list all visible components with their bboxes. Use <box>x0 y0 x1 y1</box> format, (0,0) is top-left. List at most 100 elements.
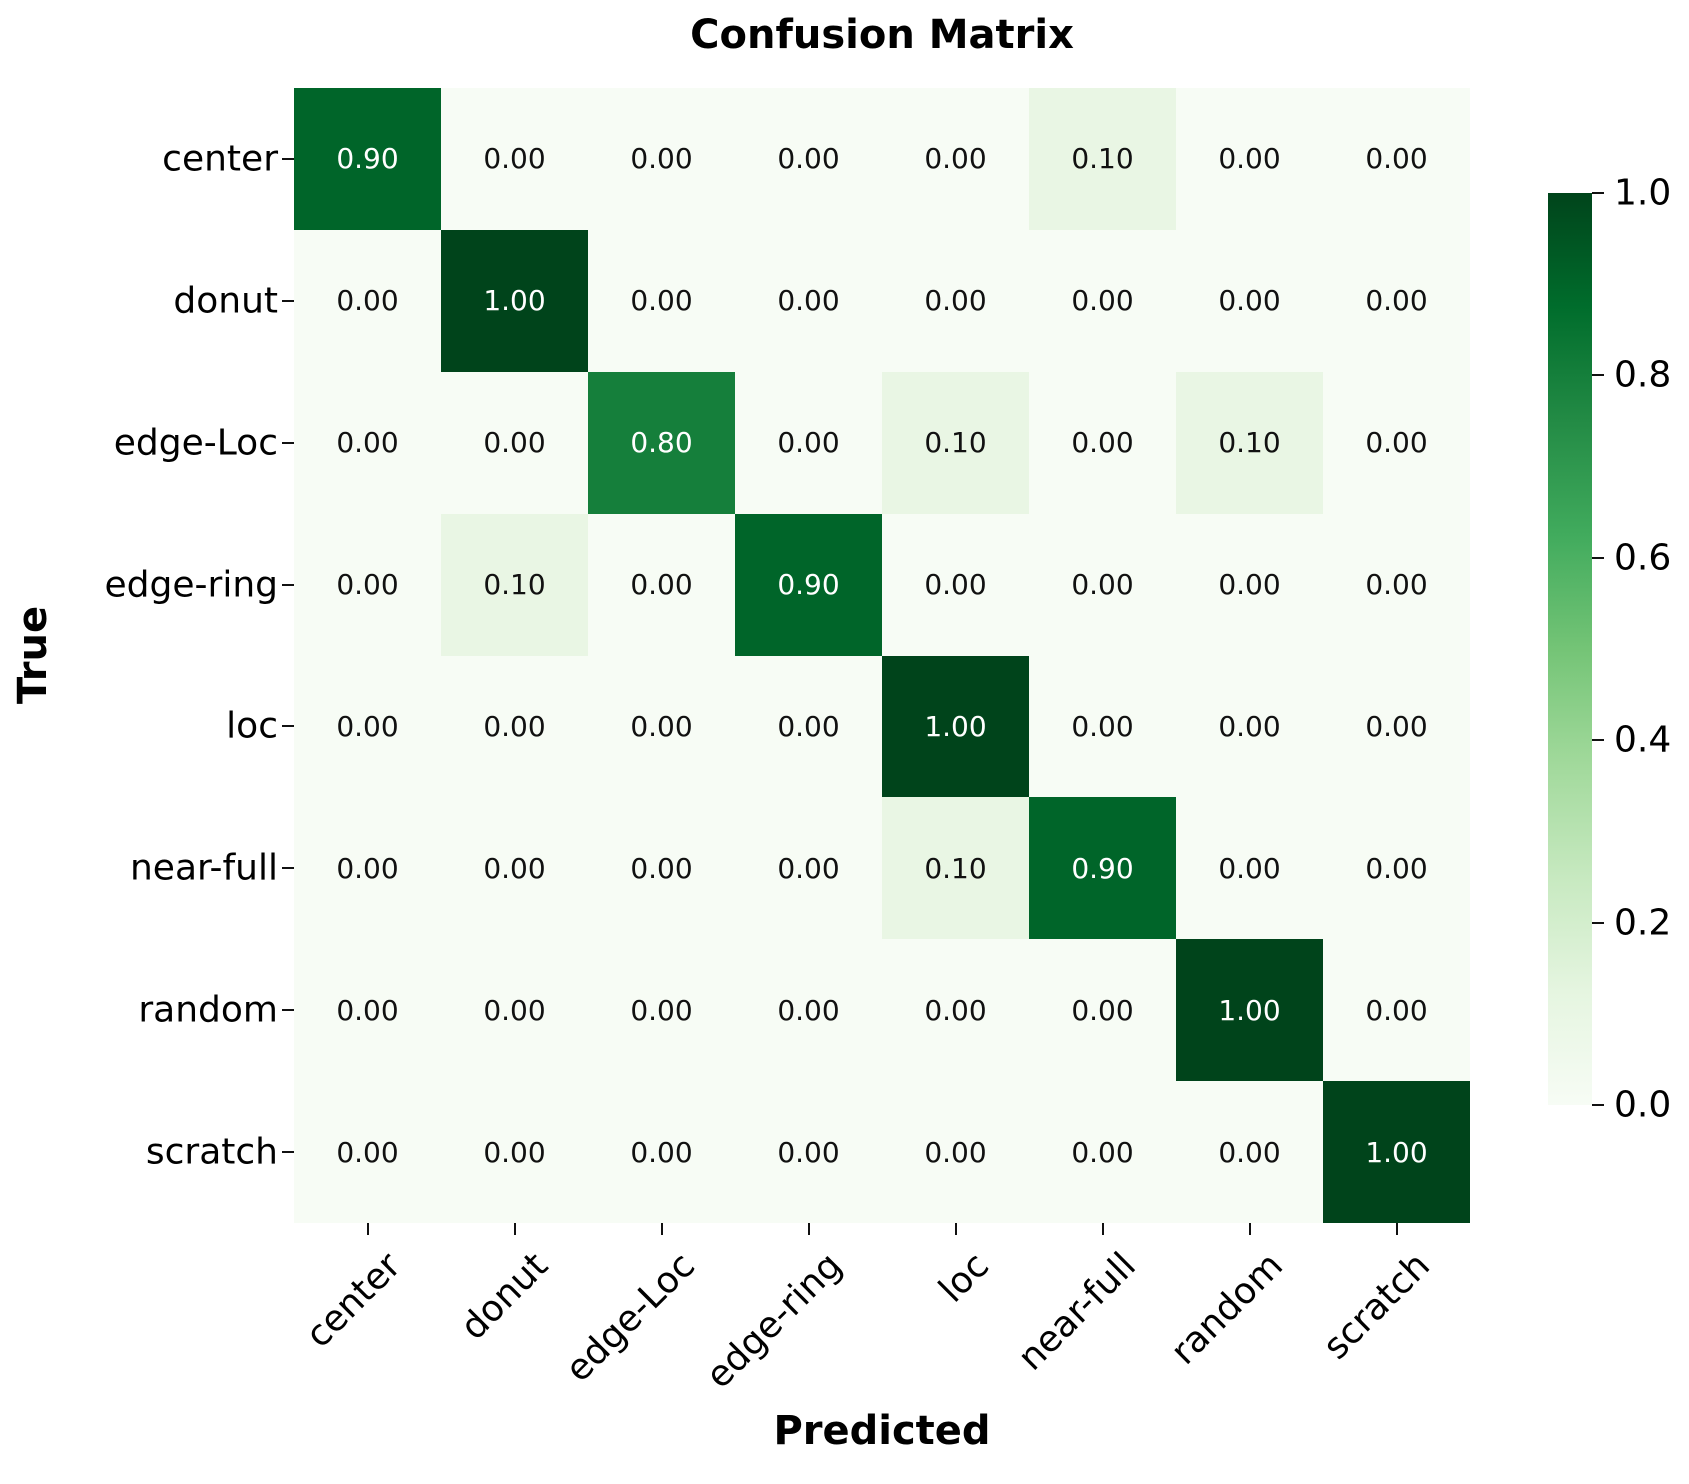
matrix-cell: 0.00 <box>1176 797 1323 940</box>
matrix-cell: 0.00 <box>1029 1081 1176 1223</box>
y-tick-mark <box>282 583 294 586</box>
matrix-cell: 0.00 <box>1323 229 1470 372</box>
y-tick-mark <box>282 1151 294 1154</box>
colorbar-tick-mark <box>1592 374 1604 377</box>
y-tick-label: random <box>138 989 278 1031</box>
matrix-cell: 0.00 <box>882 939 1029 1082</box>
matrix-cell: 0.00 <box>1029 229 1176 372</box>
matrix-cell: 0.00 <box>1323 371 1470 514</box>
y-tick-mark <box>282 299 294 302</box>
matrix-cell: 0.00 <box>588 1081 735 1223</box>
matrix-cell: 0.00 <box>588 797 735 940</box>
x-tick-mark <box>954 1223 957 1235</box>
matrix-cell: 0.00 <box>1323 655 1470 798</box>
colorbar-tick-label: 0.0 <box>1614 1084 1672 1126</box>
matrix-cell: 0.00 <box>1029 513 1176 656</box>
y-tick-label: near-full <box>129 847 278 889</box>
y-tick-label: edge-Loc <box>113 422 278 464</box>
y-tick-mark <box>282 157 294 160</box>
matrix-cell: 0.00 <box>1029 371 1176 514</box>
matrix-cell: 0.00 <box>1323 797 1470 940</box>
x-tick-label: edge-ring <box>697 1245 850 1397</box>
matrix-cell: 0.00 <box>441 939 588 1082</box>
y-tick-mark <box>282 441 294 444</box>
matrix-cell: 0.90 <box>735 513 882 656</box>
matrix-cell: 1.00 <box>882 655 1029 798</box>
colorbar-tick-mark <box>1592 921 1604 924</box>
matrix-cell: 0.00 <box>588 513 735 656</box>
x-tick-label: loc <box>930 1245 997 1311</box>
colorbar-tick-mark <box>1592 1104 1604 1106</box>
x-tick-mark <box>1248 1223 1251 1235</box>
y-tick-label: scratch <box>145 1131 278 1173</box>
matrix-cell: 0.90 <box>1029 797 1176 940</box>
matrix-cell: 0.00 <box>1323 939 1470 1082</box>
y-tick-label: loc <box>226 705 278 747</box>
x-tick-mark <box>366 1223 369 1235</box>
matrix-cell: 0.00 <box>294 655 441 798</box>
x-axis-label: Predicted <box>773 1408 991 1454</box>
matrix-cell: 0.00 <box>441 1081 588 1223</box>
y-tick-label: donut <box>173 280 278 322</box>
matrix-cell: 0.00 <box>735 1081 882 1223</box>
matrix-cell: 1.00 <box>441 229 588 372</box>
matrix-cell: 0.80 <box>588 371 735 514</box>
colorbar-tick-mark <box>1592 556 1604 559</box>
colorbar-tick-label: 0.4 <box>1614 719 1672 761</box>
matrix-cell: 0.00 <box>735 939 882 1082</box>
matrix-cell: 0.00 <box>441 88 588 230</box>
matrix-cell: 0.00 <box>1176 1081 1323 1223</box>
matrix-cell: 0.00 <box>294 371 441 514</box>
x-tick-mark <box>660 1223 663 1235</box>
y-axis-label: True <box>10 605 56 705</box>
matrix-cell: 1.00 <box>1176 939 1323 1082</box>
matrix-cell: 0.00 <box>882 88 1029 230</box>
matrix-cell: 0.00 <box>735 229 882 372</box>
matrix-cell: 0.00 <box>294 229 441 372</box>
colorbar-tick-mark <box>1592 192 1604 194</box>
matrix-cell: 0.00 <box>882 1081 1029 1223</box>
matrix-cell: 0.00 <box>735 88 882 230</box>
y-tick-mark <box>282 1009 294 1012</box>
y-tick-label: center <box>162 138 278 180</box>
x-tick-label: edge-Loc <box>557 1245 703 1391</box>
matrix-cell: 0.00 <box>588 939 735 1082</box>
y-tick-mark <box>282 725 294 728</box>
matrix-cell: 0.00 <box>735 655 882 798</box>
matrix-cell: 0.00 <box>1176 88 1323 230</box>
x-tick-mark <box>513 1223 516 1235</box>
x-tick-label: donut <box>452 1245 556 1348</box>
matrix-cell: 0.00 <box>735 797 882 940</box>
matrix-cell: 0.00 <box>1176 229 1323 372</box>
matrix-cell: 0.00 <box>588 88 735 230</box>
matrix-cell: 0.00 <box>1029 939 1176 1082</box>
x-tick-label: random <box>1162 1245 1291 1373</box>
matrix-cell: 0.00 <box>441 371 588 514</box>
matrix-cell: 0.00 <box>1176 513 1323 656</box>
matrix-cell: 0.00 <box>1323 513 1470 656</box>
x-tick-label: scratch <box>1315 1245 1438 1368</box>
matrix-cell: 0.10 <box>1176 371 1323 514</box>
matrix-cell: 0.00 <box>1029 655 1176 798</box>
x-tick-mark <box>1101 1223 1104 1235</box>
colorbar-tick-label: 0.6 <box>1614 537 1672 579</box>
x-tick-label: near-full <box>1009 1245 1144 1379</box>
colorbar-tick-label: 0.2 <box>1614 902 1672 944</box>
x-tick-mark <box>1395 1223 1398 1235</box>
matrix-cell: 0.10 <box>882 371 1029 514</box>
matrix-cell: 0.00 <box>294 797 441 940</box>
matrix-cell: 0.00 <box>441 655 588 798</box>
matrix-cell: 0.10 <box>1029 88 1176 230</box>
matrix-cell: 0.00 <box>735 371 882 514</box>
matrix-cell: 0.10 <box>882 797 1029 940</box>
chart-title: Confusion Matrix <box>690 12 1074 58</box>
matrix-cell: 0.00 <box>441 797 588 940</box>
matrix-cell: 0.00 <box>294 1081 441 1223</box>
matrix-cell: 0.00 <box>294 513 441 656</box>
y-tick-label: edge-ring <box>104 564 278 606</box>
matrix-cell: 0.00 <box>294 939 441 1082</box>
x-tick-mark <box>807 1223 810 1235</box>
colorbar-tick-mark <box>1592 739 1604 742</box>
heatmap-grid: 0.90 0.00 0.00 0.00 0.00 0.10 0.00 0.00 0.00 1.00… <box>294 88 1470 1223</box>
